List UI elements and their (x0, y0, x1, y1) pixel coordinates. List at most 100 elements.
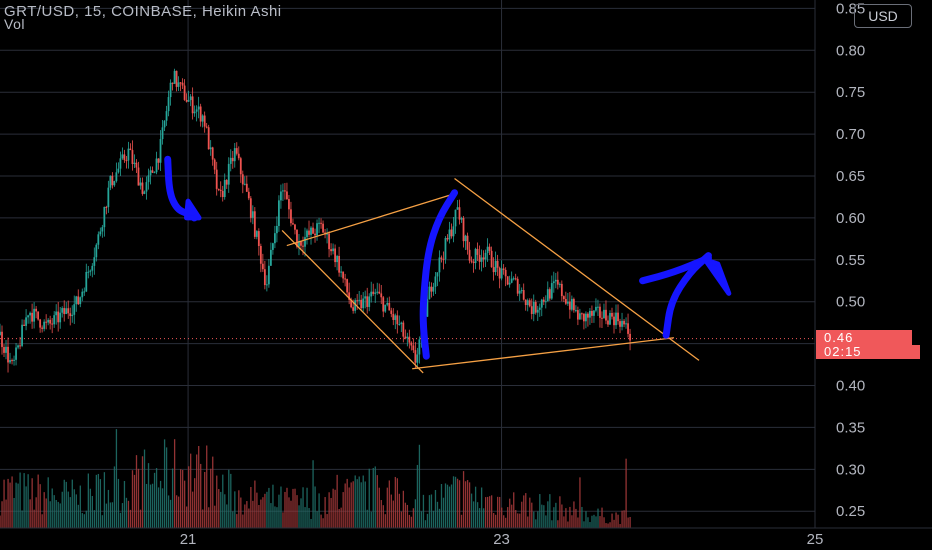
price-tick-label: 0.35 (836, 419, 865, 436)
volume-bar (416, 464, 419, 528)
volume-bar (262, 497, 264, 528)
candle-body (231, 157, 234, 162)
candle-body (135, 162, 138, 168)
volume-bar (111, 502, 114, 528)
volume-bar (173, 439, 176, 528)
volume-bar (523, 495, 525, 528)
volume-bar (188, 466, 190, 528)
candle-body (532, 302, 535, 314)
volume-bar (418, 444, 421, 528)
candle-body (574, 310, 577, 312)
volume-bar (77, 504, 79, 528)
volume-bar (366, 509, 368, 528)
candle-body (597, 306, 599, 308)
volume-bar (181, 469, 184, 528)
candle-body (33, 308, 36, 322)
candle-body (157, 158, 160, 163)
volume-bar (398, 493, 401, 528)
currency-button[interactable]: USD (854, 4, 912, 28)
volume-bar (581, 506, 583, 528)
candle-body (370, 291, 373, 297)
candle-body (384, 304, 387, 312)
volume-bar (139, 509, 142, 528)
candle-body (452, 226, 455, 237)
volume-bar (434, 489, 437, 528)
volume-bar (179, 469, 182, 528)
volume-bar (23, 473, 25, 528)
candle-body (400, 322, 403, 325)
volume-bar (29, 499, 31, 528)
volume-bar (123, 480, 126, 528)
candle-body (161, 127, 164, 140)
candle-body (213, 159, 216, 170)
candle-body (587, 313, 589, 318)
volume-bar (41, 514, 43, 528)
candle-body (350, 299, 353, 308)
volume-bar (5, 499, 7, 528)
volume-indicator-label[interactable]: Vol (4, 16, 25, 32)
candle-body (605, 309, 607, 321)
volume-bar (292, 488, 294, 528)
candle-body (155, 158, 158, 173)
candle-body (53, 315, 56, 325)
volume-bar (13, 497, 15, 528)
volume-bar (484, 497, 487, 528)
candle-body (566, 301, 569, 304)
volume-bar (491, 495, 493, 528)
volume-bar (436, 501, 439, 528)
candle-body (344, 278, 347, 280)
candle-body (83, 291, 86, 293)
price-tick-label: 0.50 (836, 294, 865, 311)
candle-body (41, 327, 44, 329)
volume-bar (428, 495, 431, 528)
candle-body (107, 187, 110, 208)
volume-bar (93, 510, 96, 528)
candle-body (478, 254, 481, 262)
volume-bar (206, 445, 208, 528)
volume-bar (282, 512, 284, 528)
candle-body (572, 298, 575, 311)
volume-bar (521, 501, 523, 528)
candle-body (368, 296, 371, 307)
volume-bar (360, 482, 362, 528)
volume-bar (342, 492, 344, 528)
time-axis[interactable]: 21 23 25 (180, 531, 824, 548)
volume-bar (296, 495, 298, 528)
candle-body (490, 250, 493, 268)
candle-body (611, 312, 613, 317)
volume-bar (59, 503, 61, 528)
candle-body (538, 307, 541, 310)
candle-body (476, 248, 479, 255)
volume-bar (464, 481, 467, 528)
candle-body (474, 248, 477, 264)
candle-body (396, 315, 399, 325)
volume-bar (290, 500, 292, 528)
volume-bar (565, 508, 567, 528)
candle-body (79, 297, 82, 305)
candle-body (550, 283, 553, 299)
price-tick-label: 0.25 (836, 503, 865, 520)
volume-bar (55, 499, 57, 528)
volume-bar (53, 495, 55, 528)
volume-bar (585, 511, 587, 528)
volume-bar (368, 468, 370, 528)
candle-body (410, 342, 413, 346)
price-tick-label: 0.55 (836, 252, 865, 269)
volume-bar (541, 504, 543, 528)
volume-bar (348, 487, 350, 528)
candle-body (328, 233, 330, 250)
volume-bar (149, 484, 152, 528)
symbol-title: GRT/USD, 15, COINBASE, Heikin Ashi (4, 3, 282, 20)
candle-body (129, 148, 132, 151)
candle-body (67, 308, 70, 314)
candle-body (488, 246, 491, 251)
volume-bar (276, 507, 278, 528)
volume-bar (478, 508, 481, 528)
volume-bar (248, 508, 250, 528)
volume-bar (384, 514, 386, 528)
candle-body (462, 218, 465, 242)
candle-body (464, 235, 467, 242)
volume-bar (609, 522, 611, 528)
candle-body (408, 336, 411, 343)
